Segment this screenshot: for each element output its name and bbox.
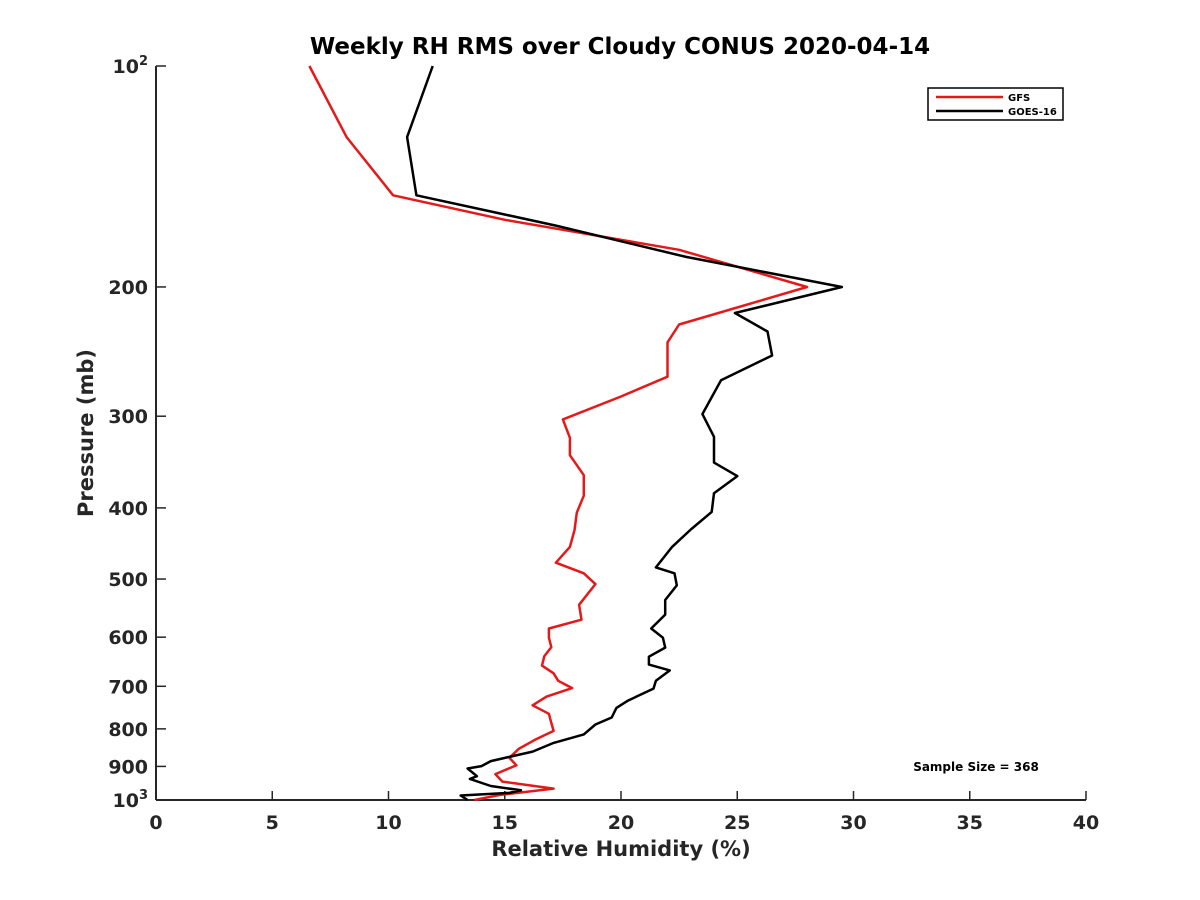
x-tick-label: 35 [957, 812, 983, 834]
y-tick-label: 400 [108, 498, 148, 520]
x-tick-label: 30 [840, 812, 866, 834]
y-tick-label: 103 [113, 788, 149, 812]
legend: GFS GOES-16 [927, 87, 1064, 121]
y-tick-label-base: 10 [113, 790, 139, 812]
y-tick-label: 200 [108, 277, 148, 299]
sample-size-annotation: Sample Size = 368 [913, 760, 1039, 774]
y-tick-label: 300 [108, 406, 148, 428]
y-tick-label-base: 10 [113, 56, 139, 78]
y-tick-label-exponent: 2 [139, 54, 148, 69]
x-tick-label: 5 [266, 812, 279, 834]
y-tick-label: 102 [113, 54, 149, 78]
legend-label-gfs: GFS [1008, 93, 1030, 104]
legend-box [927, 87, 1064, 121]
series-layer [308, 65, 844, 802]
y-tick-label: 900 [108, 756, 148, 778]
series-line-gfs [308, 65, 809, 802]
x-tick-label: 40 [1073, 812, 1099, 834]
x-axis-label: Relative Humidity (%) [491, 837, 750, 861]
y-tick-label: 800 [108, 719, 148, 741]
plot-area [155, 66, 1086, 801]
x-tick-label: 20 [608, 812, 634, 834]
x-tick-label: 10 [375, 812, 401, 834]
legend-label-goes-16: GOES-16 [1008, 107, 1057, 118]
y-tick-label: 600 [108, 627, 148, 649]
chart-title: Weekly RH RMS over Cloudy CONUS 2020-04-… [310, 34, 930, 60]
y-tick-label: 500 [108, 569, 148, 591]
y-axis-label: Pressure (mb) [74, 349, 98, 517]
x-tick-label: 15 [492, 812, 518, 834]
y-tick-label: 700 [108, 676, 148, 698]
x-tick-label: 25 [724, 812, 750, 834]
x-tick-label: 0 [149, 812, 162, 834]
y-tick-label-exponent: 3 [139, 788, 148, 803]
x-axis-ticks: 0 5 10 15 20 25 30 35 40 [149, 791, 1099, 834]
series-line-goes-16 [405, 65, 844, 802]
